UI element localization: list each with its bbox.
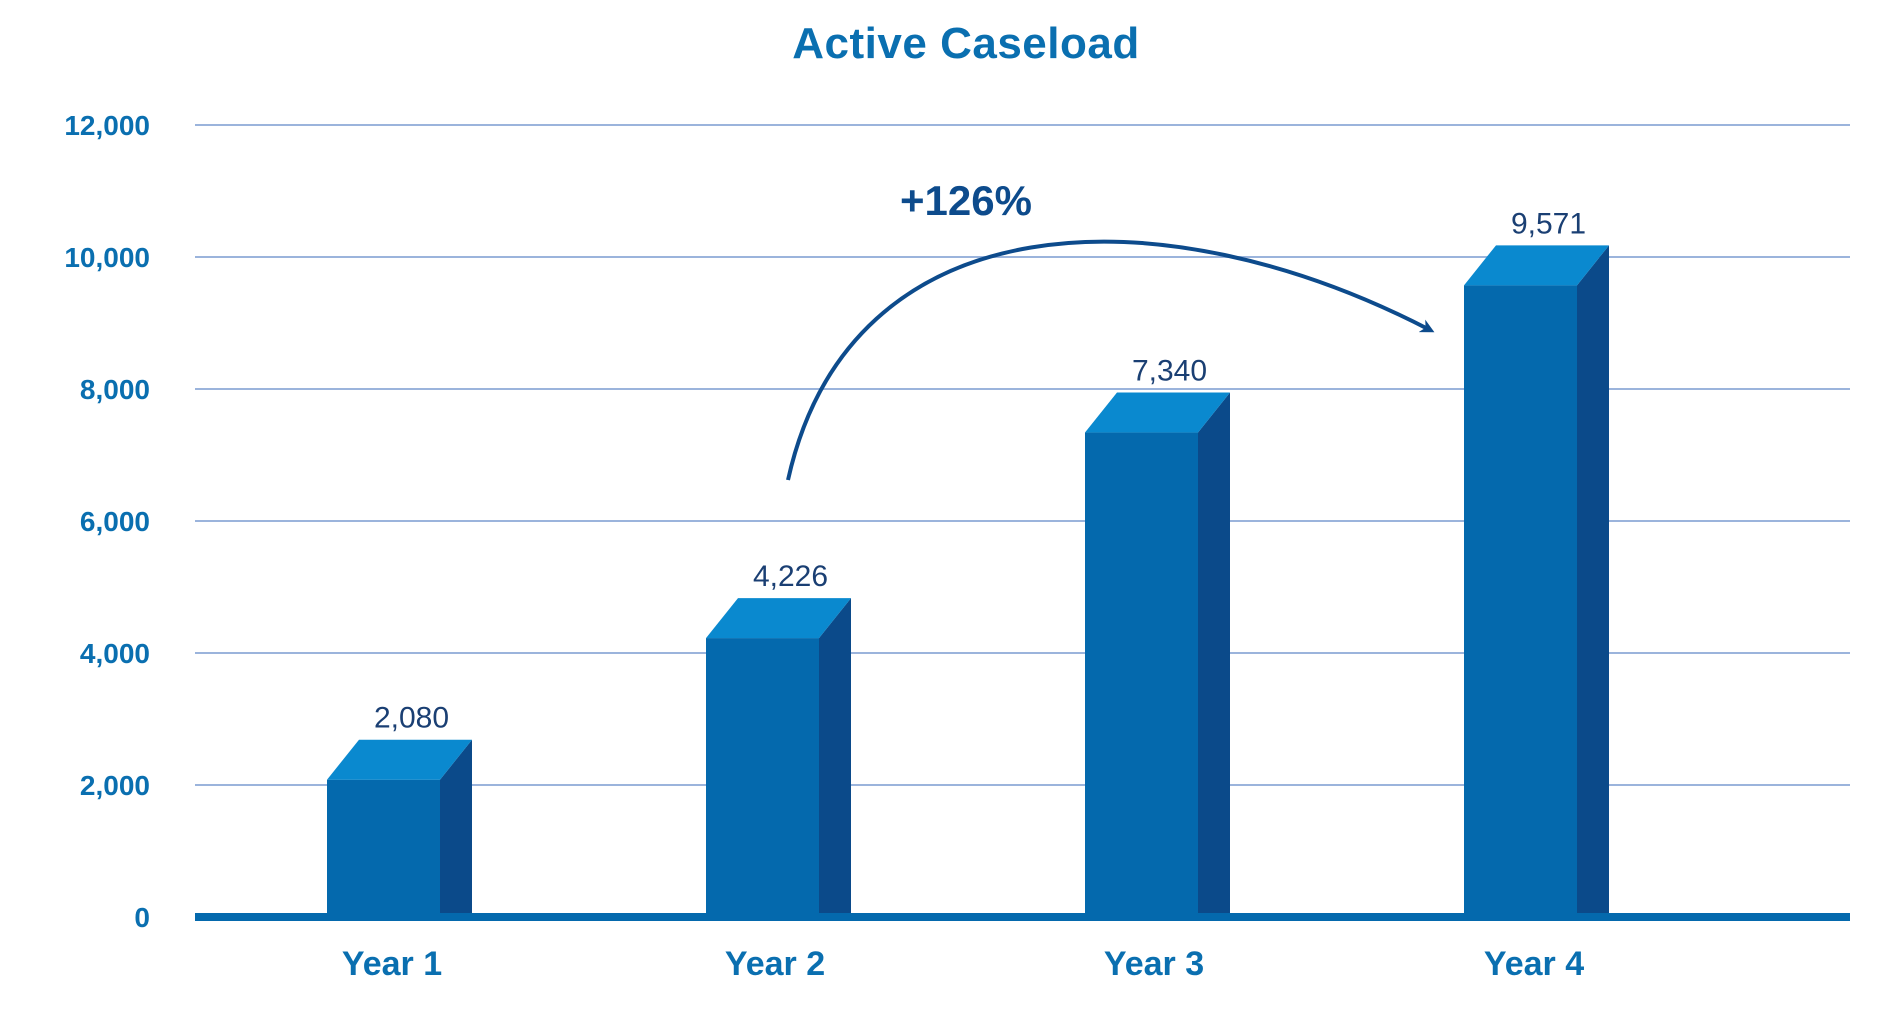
- y-tick-label: 4,000: [80, 638, 150, 669]
- x-axis-ticks: Year 1 Year 2 Year 3 Year 4: [342, 945, 1584, 983]
- data-label: 7,340: [1132, 355, 1207, 388]
- bar-top: [706, 598, 851, 639]
- bar: [706, 598, 851, 917]
- y-tick-label: 2,000: [80, 770, 150, 801]
- bar-top: [1464, 245, 1609, 286]
- y-tick-label: 8,000: [80, 374, 150, 405]
- y-tick-label: 6,000: [80, 506, 150, 537]
- y-axis-ticks: 0 2,000 4,000 6,000 8,000 10,000 12,000: [64, 110, 150, 933]
- y-tick-label: 10,000: [64, 242, 150, 273]
- bar-top: [327, 739, 472, 780]
- bar-side: [1577, 245, 1609, 918]
- bar-front: [1085, 432, 1198, 917]
- bars: [327, 245, 1609, 918]
- growth-arrow: [786, 239, 1435, 481]
- bar-side: [440, 739, 472, 917]
- data-label: 9,571: [1511, 207, 1586, 240]
- chart-title: Active Caseload: [792, 19, 1139, 68]
- bar-top: [1085, 392, 1230, 433]
- y-tick-label: 0: [134, 902, 150, 933]
- bar: [327, 739, 472, 917]
- bar-front: [327, 779, 440, 917]
- bar-front: [706, 638, 819, 917]
- bar-side: [1198, 392, 1230, 917]
- data-labels: 2,080 4,226 7,340 9,571: [374, 207, 1586, 734]
- y-tick-label: 12,000: [64, 110, 150, 141]
- bar: [1464, 245, 1609, 918]
- x-tick-label: Year 3: [1104, 945, 1204, 983]
- bar-front: [1464, 285, 1577, 918]
- data-label: 2,080: [374, 702, 449, 735]
- bar: [1085, 392, 1230, 917]
- growth-annotation: +126%: [786, 177, 1435, 481]
- x-tick-label: Year 2: [725, 945, 825, 983]
- growth-percentage-label: +126%: [900, 177, 1032, 224]
- x-tick-label: Year 4: [1484, 945, 1584, 983]
- x-tick-label: Year 1: [342, 945, 442, 983]
- bar-side: [819, 598, 851, 917]
- data-label: 4,226: [753, 560, 828, 593]
